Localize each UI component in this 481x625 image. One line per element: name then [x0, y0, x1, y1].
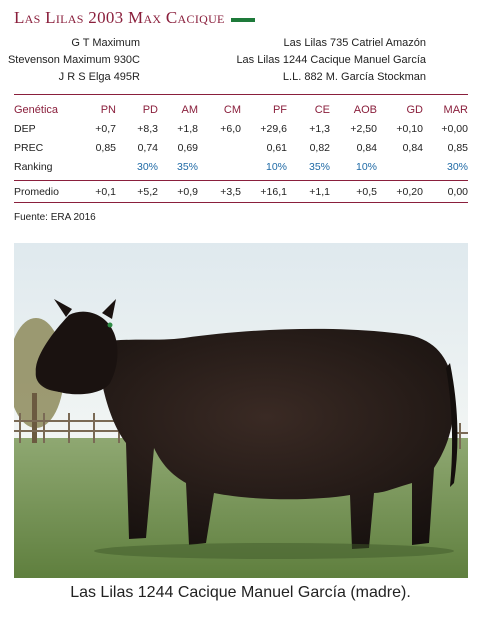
table-cell: 35% — [176, 160, 198, 173]
table-cell: +29,6 — [260, 122, 287, 135]
table-cell: +0,9 — [177, 185, 198, 198]
table-cell: +2,50 — [350, 122, 377, 135]
pedigree-line: Las Lilas 735 Catriel Amazón — [283, 37, 426, 49]
table-row: Promedio +0,1 +5,2 +0,9 +3,5 +16,1 +1,1 … — [14, 182, 468, 201]
table-cell: 0,74 — [137, 141, 158, 154]
row-label: DEP — [14, 122, 36, 135]
table-cell: +0,7 — [95, 122, 116, 135]
column-header: Genética — [14, 103, 59, 116]
table-cell: +6,0 — [220, 122, 241, 135]
pedigree-line: J R S Elga 495R — [58, 71, 140, 83]
divider — [14, 202, 468, 203]
title-accent-bar — [230, 18, 255, 22]
table-cell: 10% — [265, 160, 287, 173]
row-label: Promedio — [14, 185, 59, 198]
title-row: Las Lilas 2003 Max Cacique — [14, 8, 255, 28]
column-header: PN — [100, 103, 116, 116]
pedigree-dam-side: Las Lilas 735 Catriel Amazón Las Lilas 1… — [186, 35, 426, 86]
table-cell — [198, 138, 241, 157]
column-header: MAR — [443, 103, 468, 116]
pedigree-sire-side: G T Maximum Stevenson Maximum 930C J R S… — [0, 35, 140, 86]
table-cell: 10% — [355, 160, 377, 173]
pedigree-line: G T Maximum — [71, 37, 140, 49]
table-cell: 35% — [308, 160, 330, 173]
table-cell: +0,5 — [356, 185, 377, 198]
row-label: PREC — [14, 141, 44, 154]
page-title: Las Lilas 2003 Max Cacique — [14, 8, 225, 27]
table-cell: +0,10 — [396, 122, 423, 135]
photo-caption: Las Lilas 1244 Cacique Manuel García (ma… — [70, 584, 411, 601]
table-row: Ranking 30% 35% 10% 35% 10% 30% — [14, 157, 468, 176]
promedio-table: Promedio +0,1 +5,2 +0,9 +3,5 +16,1 +1,1 … — [14, 182, 468, 201]
table-cell: +1,3 — [309, 122, 330, 135]
pedigree-line: L.L. 882 M. García Stockman — [282, 71, 426, 83]
table-cell: +3,5 — [220, 185, 241, 198]
divider — [14, 180, 468, 181]
column-header: PF — [272, 103, 287, 116]
table-row: DEP +0,7 +8,3 +1,8 +6,0 +29,6 +1,3 +2,50… — [14, 119, 468, 138]
table-cell: 0,85 — [95, 141, 116, 154]
table-cell: +16,1 — [260, 185, 287, 198]
column-header: GD — [406, 103, 424, 116]
table-cell — [377, 157, 423, 176]
table-cell: +8,3 — [137, 122, 158, 135]
table-row: PREC 0,85 0,74 0,69 0,61 0,82 0,84 0,84 … — [14, 138, 468, 157]
row-label: Ranking — [14, 160, 53, 173]
table-cell: +1,1 — [309, 185, 330, 198]
table-cell: 0,84 — [356, 141, 377, 154]
pedigree-line: Las Lilas 1244 Cacique Manuel García — [236, 54, 426, 66]
table-cell: 0,82 — [309, 141, 330, 154]
table-cell — [198, 157, 241, 176]
epd-table: Genética PN PD AM CM PF CE AOB GD MAR DE… — [14, 100, 468, 176]
column-header: CE — [314, 103, 330, 116]
table-cell: 0,85 — [447, 141, 468, 154]
table-cell: 0,00 — [447, 185, 468, 198]
table-header-row: Genética PN PD AM CM PF CE AOB GD MAR — [14, 100, 468, 119]
table-cell — [76, 157, 116, 176]
cow-photo — [14, 243, 468, 578]
table-cell: 0,84 — [402, 141, 423, 154]
column-header: AM — [181, 103, 199, 116]
table-cell: 30% — [446, 160, 468, 173]
table-cell: +1,8 — [177, 122, 198, 135]
table-cell: 0,69 — [177, 141, 198, 154]
pedigree-line: Stevenson Maximum 930C — [7, 54, 140, 66]
table-cell: +0,1 — [95, 185, 116, 198]
table-cell: 0,61 — [266, 141, 287, 154]
divider — [14, 94, 468, 95]
table-cell: +0,00 — [441, 122, 468, 135]
table-cell: 30% — [136, 160, 158, 173]
table-cell: +5,2 — [137, 185, 158, 198]
table-cell: +0,20 — [396, 185, 423, 198]
column-header: PD — [142, 103, 158, 116]
column-header: CM — [223, 103, 241, 116]
column-header: AOB — [353, 103, 377, 116]
source-note: Fuente: ERA 2016 — [14, 212, 96, 223]
